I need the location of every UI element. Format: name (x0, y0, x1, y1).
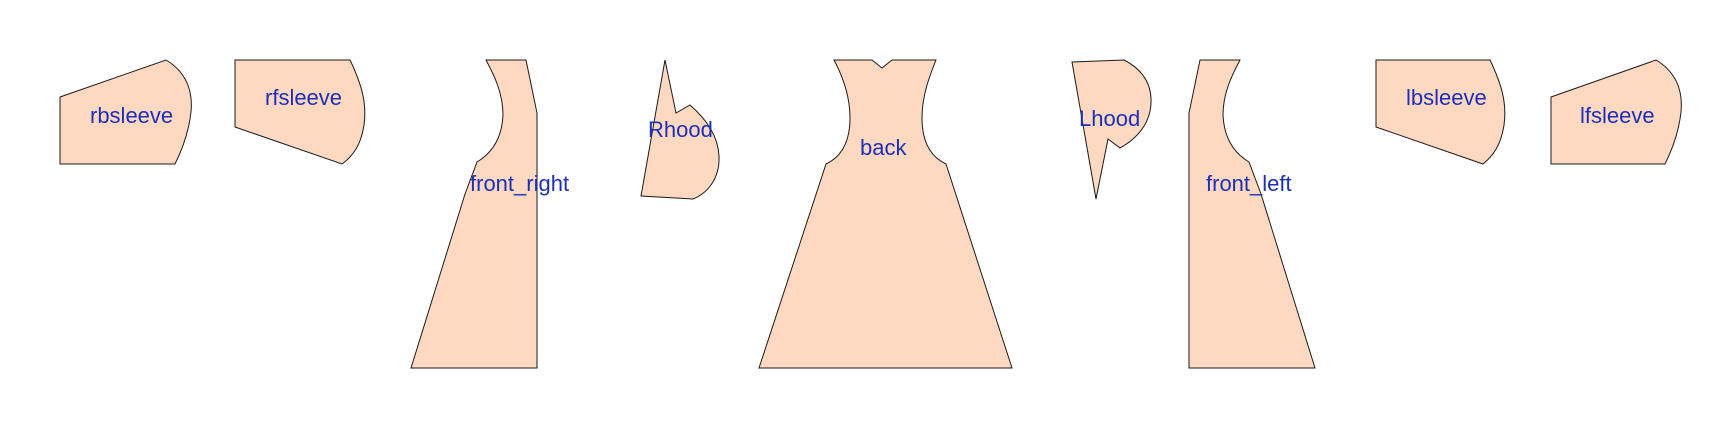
piece-rhood[interactable]: Rhood (640, 59, 720, 200)
piece-lfsleeve-shape[interactable] (1550, 59, 1682, 165)
piece-rhood-label: Rhood (648, 117, 713, 142)
piece-rfsleeve-label: rfsleeve (265, 85, 342, 110)
piece-back-label: back (860, 135, 907, 160)
piece-back-shape[interactable] (758, 59, 1013, 369)
piece-lbsleeve-label: lbsleeve (1406, 85, 1487, 110)
piece-front-right-label: front_right (470, 171, 569, 196)
piece-lfsleeve[interactable]: lfsleeve (1550, 59, 1682, 165)
piece-back[interactable]: back (758, 59, 1013, 369)
piece-front-left-shape[interactable] (1188, 59, 1316, 369)
piece-lhood-label: Lhood (1079, 106, 1140, 131)
piece-lhood[interactable]: Lhood (1071, 59, 1152, 200)
piece-rfsleeve[interactable]: rfsleeve (234, 59, 366, 165)
piece-rfsleeve-shape[interactable] (234, 59, 366, 165)
piece-front-right-shape[interactable] (410, 59, 538, 369)
piece-front-left-label: front_left (1206, 171, 1292, 196)
piece-front-right[interactable]: front_right (410, 59, 569, 369)
piece-front-left[interactable]: front_left (1188, 59, 1316, 369)
piece-rbsleeve-shape[interactable] (59, 59, 192, 165)
piece-lhood-shape[interactable] (1071, 59, 1152, 200)
piece-rhood-shape[interactable] (640, 59, 720, 200)
piece-lbsleeve-shape[interactable] (1375, 59, 1506, 165)
piece-rbsleeve-label: rbsleeve (90, 103, 173, 128)
piece-lbsleeve[interactable]: lbsleeve (1375, 59, 1506, 165)
piece-lfsleeve-label: lfsleeve (1580, 103, 1655, 128)
piece-rbsleeve[interactable]: rbsleeve (59, 59, 192, 165)
